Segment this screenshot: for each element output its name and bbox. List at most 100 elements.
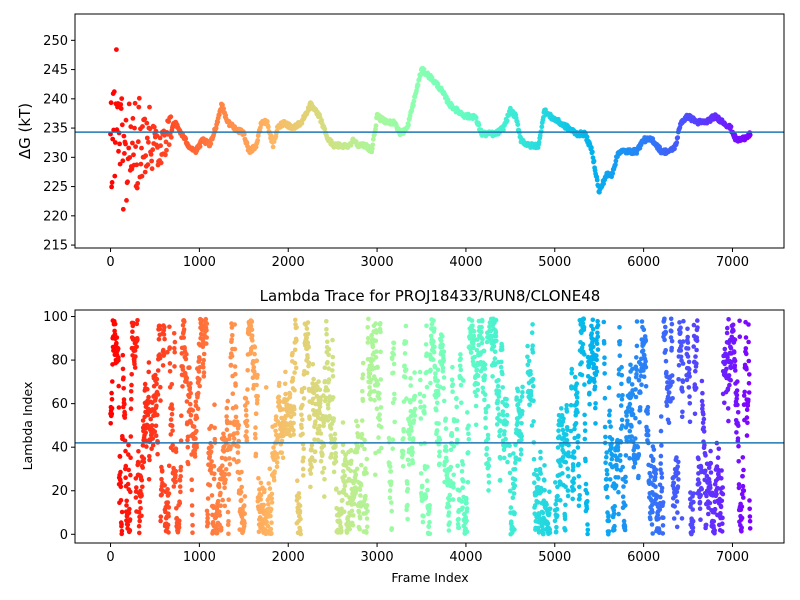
lambda-point: [122, 401, 127, 407]
lambda-point: [482, 373, 488, 378]
lambda-point: [734, 388, 740, 393]
y-tick-label: 215: [43, 239, 68, 254]
lambda-point: [479, 329, 484, 335]
lambda-point: [582, 421, 588, 426]
lambda-point: [582, 352, 587, 357]
lambda-point: [147, 454, 152, 459]
lambda-point: [594, 341, 600, 347]
lambda-point: [298, 528, 303, 533]
lambda-point: [296, 495, 302, 500]
lambda-point: [232, 322, 237, 327]
lambda-point: [204, 508, 210, 514]
lambda-point: [169, 402, 174, 407]
lambda-point: [563, 528, 568, 533]
lambda-point: [224, 405, 230, 411]
lambda-point: [560, 471, 565, 476]
lambda-point: [402, 351, 408, 356]
lambda-point: [622, 524, 628, 529]
lambda-point: [210, 512, 215, 518]
lambda-point: [466, 431, 471, 437]
lambda-point: [525, 343, 530, 349]
lambda-point: [220, 463, 225, 469]
lambda-point: [122, 412, 128, 417]
lambda-point: [447, 497, 452, 503]
x-tick-label: 3000: [361, 550, 394, 565]
lambda-point: [190, 408, 196, 413]
lambda-point: [470, 341, 476, 347]
lambda-point: [538, 449, 543, 455]
lambda-point: [211, 463, 217, 469]
lambda-point: [512, 527, 517, 532]
lambda-point: [471, 328, 477, 334]
lambda-point: [456, 516, 461, 522]
lambda-point: [516, 457, 522, 462]
lambda-point: [736, 482, 742, 487]
lambda-point: [737, 334, 743, 340]
lambda-point: [634, 319, 640, 324]
lambda-point: [619, 381, 624, 387]
lambda-point: [156, 337, 162, 342]
lambda-point: [726, 317, 731, 322]
lambda-point: [707, 500, 713, 506]
lambda-point: [741, 488, 747, 494]
lambda-point: [112, 321, 118, 327]
lambda-point: [433, 371, 438, 376]
lambda-point: [119, 522, 124, 527]
lambda-point: [656, 516, 661, 522]
lambda-point: [732, 363, 738, 368]
lambda-point: [218, 503, 223, 509]
lambda-point: [323, 414, 329, 419]
lambda-point: [553, 529, 559, 534]
lambda-point: [454, 404, 460, 410]
lambda-point: [128, 434, 134, 439]
lambda-point: [538, 455, 543, 461]
lambda-point: [622, 527, 628, 533]
lambda-point: [675, 470, 681, 476]
lambda-point: [140, 484, 145, 490]
lambda-point: [620, 393, 625, 398]
lambda-point: [178, 464, 184, 470]
lambda-point: [212, 425, 217, 431]
delta-g-point: [127, 155, 133, 160]
lambda-point: [360, 375, 365, 381]
lambda-point: [675, 510, 680, 515]
lambda-point: [743, 346, 749, 351]
lambda-point: [645, 428, 651, 433]
lambda-point: [166, 513, 171, 519]
delta-g-point: [414, 88, 419, 94]
lambda-point: [718, 504, 724, 510]
lambda-point: [492, 362, 498, 368]
lambda-point: [340, 420, 346, 425]
lambda-point: [496, 377, 501, 383]
lambda-point: [560, 455, 566, 460]
delta-g-point: [124, 198, 129, 203]
lambda-point: [511, 491, 517, 496]
lambda-point: [595, 347, 601, 352]
lambda-point: [572, 426, 577, 432]
lambda-point: [159, 492, 164, 497]
lambda-point: [331, 416, 337, 421]
lambda-point: [460, 462, 466, 467]
lambda-point: [201, 374, 207, 379]
lambda-point: [700, 406, 705, 412]
lambda-point: [137, 518, 142, 524]
lambda-point: [552, 518, 558, 524]
lambda-point: [298, 516, 303, 522]
lambda-point: [504, 412, 510, 418]
delta-g-point: [131, 152, 136, 158]
lambda-point: [743, 335, 749, 340]
lambda-point: [266, 481, 272, 486]
lambda-point: [500, 385, 506, 390]
lambda-point: [376, 396, 382, 401]
lambda-point: [357, 487, 363, 493]
lambda-point: [365, 336, 371, 341]
lambda-point: [299, 425, 304, 431]
lambda-point: [256, 476, 261, 481]
lambda-point: [440, 369, 446, 374]
lambda-point: [254, 401, 260, 406]
x-tick-label: 1000: [183, 550, 216, 565]
lambda-point: [365, 508, 370, 514]
lambda-point: [158, 514, 164, 519]
lambda-point: [619, 364, 624, 370]
lambda-point: [460, 505, 465, 511]
